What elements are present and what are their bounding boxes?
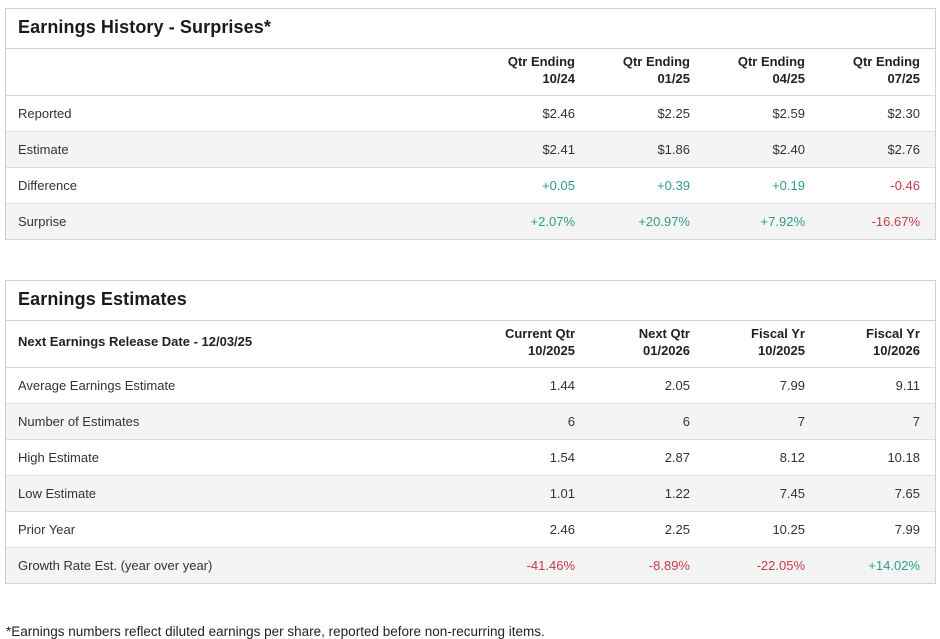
- cell-value: 7.99: [705, 367, 820, 404]
- column-header-fiscal-yr-2026: Fiscal Yr 10/2026: [820, 320, 935, 368]
- cell-value: 7.99: [820, 511, 935, 548]
- earnings-history-title: Earnings History - Surprises*: [6, 9, 935, 49]
- table-row-high-estimate: High Estimate 1.54 2.87 8.12 10.18: [6, 439, 935, 476]
- column-header-qtr-0425: Qtr Ending 04/25: [705, 49, 820, 96]
- row-label: Number of Estimates: [6, 403, 475, 440]
- table-row-number-of-estimates: Number of Estimates 6 6 7 7: [6, 403, 935, 440]
- cell-value: -16.67%: [871, 213, 920, 229]
- table-row-growth-rate-est: Growth Rate Est. (year over year) -41.46…: [6, 547, 935, 583]
- earnings-estimates-title: Earnings Estimates: [6, 281, 935, 321]
- cell-value: 10.18: [820, 439, 935, 476]
- column-header-label: Current Qtr: [504, 325, 575, 341]
- row-label: Growth Rate Est. (year over year): [18, 557, 213, 573]
- column-header-fiscal-yr-2025: Fiscal Yr 10/2025: [705, 320, 820, 368]
- cell-value: $2.59: [705, 95, 820, 132]
- earnings-history-header-row: Qtr Ending 10/24 Qtr Ending 01/25 Qtr En…: [6, 49, 935, 96]
- cell-value: 1.44: [475, 367, 590, 404]
- column-header-next-qtr: Next Qtr 01/2026: [590, 320, 705, 368]
- cell-value: -8.89%: [648, 557, 690, 573]
- cell-value: $2.30: [820, 95, 935, 132]
- cell-value: 1.22: [590, 475, 705, 512]
- table-row-estimate: Estimate $2.41 $1.86 $2.40 $2.76: [6, 131, 935, 168]
- column-header-period: 01/25: [657, 70, 690, 86]
- next-earnings-release-date: Next Earnings Release Date - 12/03/25: [6, 320, 475, 368]
- cell-value: 6: [475, 403, 590, 440]
- cell-value: -0.46: [820, 167, 935, 204]
- cell-value: -22.05%: [756, 557, 805, 573]
- cell-value: 1.54: [475, 439, 590, 476]
- cell-value: 10.25: [705, 511, 820, 548]
- cell-value: $2.25: [590, 95, 705, 132]
- cell-value: +0.39: [590, 167, 705, 204]
- earnings-estimates-panel: Earnings Estimates Next Earnings Release…: [5, 279, 936, 584]
- column-header-current-qtr: Current Qtr 10/2025: [475, 320, 590, 368]
- column-header-qtr-0125: Qtr Ending 01/25: [590, 49, 705, 96]
- cell-value: +20.97%: [638, 213, 690, 229]
- row-label: Low Estimate: [6, 475, 475, 512]
- cell-value: -41.46%: [526, 557, 575, 573]
- row-label: Average Earnings Estimate: [6, 367, 475, 404]
- table-row-average-earnings-estimate: Average Earnings Estimate 1.44 2.05 7.99…: [6, 367, 935, 404]
- cell-value: $2.76: [820, 131, 935, 168]
- column-header-period: 01/2026: [643, 342, 690, 358]
- cell-value: 7.45: [705, 475, 820, 512]
- cell-value: 2.05: [590, 367, 705, 404]
- column-header-label: Qtr Ending: [737, 54, 805, 69]
- row-label: Difference: [6, 167, 475, 204]
- column-header-period: 10/24: [542, 70, 575, 86]
- column-header-qtr-0725: Qtr Ending 07/25: [820, 49, 935, 96]
- table-row-low-estimate: Low Estimate 1.01 1.22 7.45 7.65: [6, 475, 935, 512]
- row-label: Prior Year: [6, 511, 475, 548]
- table-row-reported: Reported $2.46 $2.25 $2.59 $2.30: [6, 95, 935, 132]
- cell-value: $2.40: [705, 131, 820, 168]
- row-label: Reported: [6, 95, 475, 132]
- cell-value: $2.46: [475, 95, 590, 132]
- earnings-estimates-header-row: Next Earnings Release Date - 12/03/25 Cu…: [6, 320, 935, 368]
- column-header-period: 10/2026: [873, 342, 920, 358]
- column-header-period: 07/25: [887, 70, 920, 86]
- cell-value: 9.11: [820, 367, 935, 404]
- row-label: High Estimate: [6, 439, 475, 476]
- column-header-period: 10/2025: [528, 342, 575, 358]
- column-header-label: Qtr Ending: [852, 54, 920, 69]
- cell-value: 2.87: [590, 439, 705, 476]
- earnings-history-panel: Earnings History - Surprises* Qtr Ending…: [5, 8, 936, 240]
- column-header-label: Qtr Ending: [507, 54, 575, 69]
- cell-value: 7.65: [820, 475, 935, 512]
- column-header-label: Fiscal Yr: [751, 325, 805, 341]
- earnings-estimates-table: Next Earnings Release Date - 12/03/25 Cu…: [6, 320, 935, 583]
- cell-value: +2.07%: [530, 213, 575, 229]
- cell-value: $1.86: [590, 131, 705, 168]
- row-label: Estimate: [6, 131, 475, 168]
- cell-value: +14.02%: [868, 557, 920, 573]
- cell-value: 2.25: [590, 511, 705, 548]
- cell-value: 2.46: [475, 511, 590, 548]
- earnings-history-table: Qtr Ending 10/24 Qtr Ending 01/25 Qtr En…: [6, 49, 935, 239]
- empty-header-cell: [6, 49, 475, 96]
- column-header-qtr-1024: Qtr Ending 10/24: [475, 49, 590, 96]
- cell-value: 7: [705, 403, 820, 440]
- column-header-label: Qtr Ending: [622, 54, 690, 69]
- column-header-label: Next Qtr: [638, 325, 690, 341]
- row-label: Surprise: [18, 213, 67, 229]
- cell-value: $2.41: [475, 131, 590, 168]
- table-row-surprise: Surprise +2.07% +20.97% +7.92% -16.67%: [6, 203, 935, 239]
- cell-value: +0.05: [475, 167, 590, 204]
- column-header-period: 10/2025: [758, 342, 805, 358]
- cell-value: 7: [820, 403, 935, 440]
- cell-value: 8.12: [705, 439, 820, 476]
- cell-value: +7.92%: [760, 213, 805, 229]
- table-row-prior-year: Prior Year 2.46 2.25 10.25 7.99: [6, 511, 935, 548]
- cell-value: 6: [590, 403, 705, 440]
- column-header-period: 04/25: [772, 70, 805, 86]
- table-row-difference: Difference +0.05 +0.39 +0.19 -0.46: [6, 167, 935, 204]
- earnings-footnote: *Earnings numbers reflect diluted earnin…: [6, 623, 545, 639]
- column-header-label: Fiscal Yr: [866, 325, 920, 341]
- cell-value: +0.19: [705, 167, 820, 204]
- cell-value: 1.01: [475, 475, 590, 512]
